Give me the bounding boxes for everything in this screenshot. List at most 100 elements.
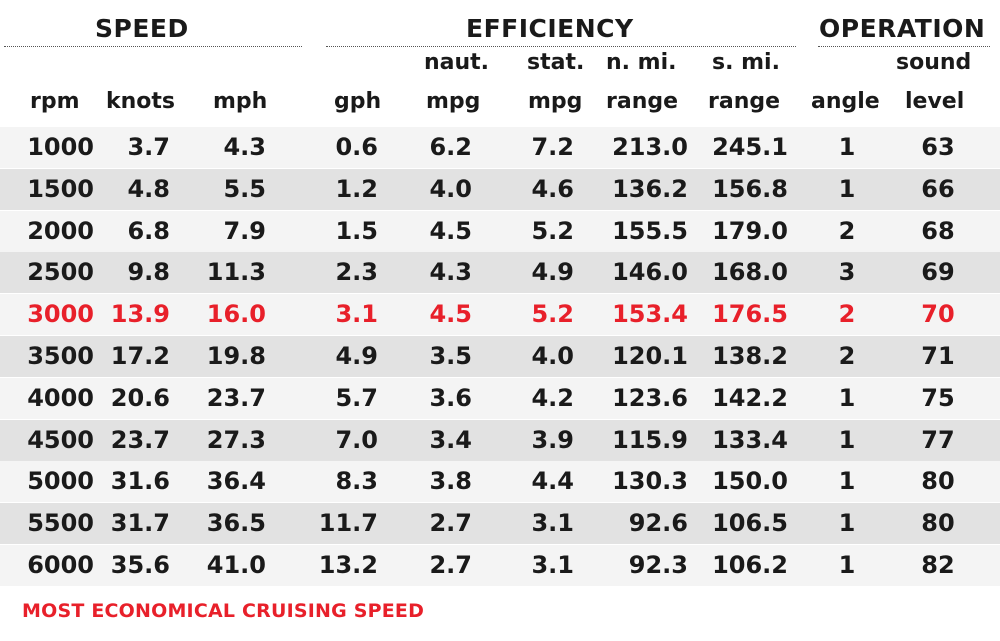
cell-naut-mpg: 4.5	[429, 300, 472, 329]
cell-sound: 66	[921, 174, 955, 203]
cell-mph: 16.0	[206, 300, 266, 329]
cell-mph: 23.7	[206, 383, 266, 412]
cell-nmi-range: 153.4	[612, 300, 688, 329]
cell-stat-mpg: 4.0	[531, 342, 574, 370]
cell-nmi-range: 146.0	[612, 258, 688, 287]
table-row: 2000 6.8 7.9 1.5 4.5 5.2 155.5 179.0 2 68	[0, 210, 1000, 252]
cell-rpm: 1500	[27, 174, 94, 203]
cell-angle: 1	[838, 509, 856, 538]
cell-angle: 2	[838, 342, 856, 370]
cell-mph: 36.4	[206, 467, 266, 496]
cell-nmi-range: 136.2	[612, 174, 688, 203]
cell-rpm: 6000	[27, 551, 94, 579]
cell-gph: 1.2	[335, 174, 378, 203]
cell-naut-mpg: 3.8	[429, 467, 472, 496]
table-row: 3000 13.9 16.0 3.1 4.5 5.2 153.4 176.5 2 70	[0, 294, 1000, 336]
cell-nmi-range: 120.1	[612, 342, 688, 370]
cell-naut-mpg: 6.2	[429, 133, 472, 161]
cell-knots: 17.2	[110, 342, 170, 370]
cell-rpm: 3000	[27, 300, 94, 329]
cell-rpm: 2500	[27, 258, 94, 287]
cell-naut-mpg: 3.5	[429, 342, 472, 370]
cell-angle: 1	[838, 551, 856, 579]
cell-sound: 75	[921, 383, 955, 412]
cell-naut-mpg: 4.3	[429, 258, 472, 287]
cell-angle: 1	[838, 467, 856, 496]
col-header-top-sound: sound	[896, 50, 972, 75]
col-header-sound-level: level	[905, 89, 965, 114]
cell-sound: 77	[921, 425, 955, 454]
cell-smi-range: 156.8	[712, 174, 788, 203]
table-row: 5500 31.7 36.5 11.7 2.7 3.1 92.6 106.5 1 80	[0, 503, 1000, 545]
cell-gph: 1.5	[335, 216, 378, 245]
cell-sound: 82	[921, 551, 955, 579]
cell-angle: 1	[838, 174, 856, 203]
cell-smi-range: 168.0	[712, 258, 788, 287]
cell-stat-mpg: 4.4	[531, 467, 574, 496]
cell-stat-mpg: 3.9	[531, 425, 574, 454]
cell-nmi-range: 92.3	[628, 551, 688, 579]
cell-knots: 31.6	[110, 467, 170, 496]
table-row: 5000 31.6 36.4 8.3 3.8 4.4 130.3 150.0 1 80	[0, 461, 1000, 503]
col-header-gph: gph	[334, 89, 382, 114]
cell-sound: 68	[921, 216, 955, 245]
cell-stat-mpg: 5.2	[531, 216, 574, 245]
col-header-rpm: rpm	[30, 89, 80, 114]
cell-knots: 9.8	[127, 258, 170, 287]
col-header-stat-mpg: mpg	[528, 89, 583, 114]
cell-angle: 2	[838, 300, 856, 329]
cell-naut-mpg: 4.5	[429, 216, 472, 245]
table-row: 1500 4.8 5.5 1.2 4.0 4.6 136.2 156.8 1 66	[0, 168, 1000, 210]
cell-angle: 2	[838, 216, 856, 245]
cell-gph: 3.1	[335, 300, 378, 329]
table-row: 4000 20.6 23.7 5.7 3.6 4.2 123.6 142.2 1 75	[0, 377, 1000, 419]
cell-sound: 70	[921, 300, 955, 329]
cell-angle: 1	[838, 425, 856, 454]
table-row: 2500 9.8 11.3 2.3 4.3 4.9 146.0 168.0 3 69	[0, 252, 1000, 294]
cell-mph: 7.9	[223, 216, 266, 245]
cell-smi-range: 245.1	[712, 133, 788, 161]
cell-nmi-range: 92.6	[628, 509, 688, 538]
cell-nmi-range: 213.0	[612, 133, 688, 161]
cell-smi-range: 179.0	[712, 216, 788, 245]
col-header-top-nmi: n. mi.	[606, 50, 677, 75]
col-header-mph: mph	[213, 89, 268, 114]
cell-gph: 13.2	[318, 551, 378, 579]
cell-gph: 4.9	[335, 342, 378, 370]
col-header-top-naut: naut.	[424, 50, 490, 75]
cell-rpm: 4000	[27, 383, 94, 412]
cell-mph: 11.3	[206, 258, 266, 287]
cell-stat-mpg: 3.1	[531, 551, 574, 579]
group-title-speed: SPEED	[95, 14, 189, 43]
cell-nmi-range: 115.9	[612, 425, 688, 454]
col-header-smi-range: range	[708, 89, 781, 114]
group-rule-speed	[4, 46, 302, 47]
cell-naut-mpg: 2.7	[429, 509, 472, 538]
cell-smi-range: 106.2	[712, 551, 788, 579]
cell-mph: 5.5	[223, 174, 266, 203]
cell-stat-mpg: 4.9	[531, 258, 574, 287]
cell-knots: 3.7	[127, 133, 170, 161]
cell-smi-range: 142.2	[712, 383, 788, 412]
col-header-top-smi: s. mi.	[712, 50, 780, 75]
cell-nmi-range: 155.5	[612, 216, 688, 245]
col-header-angle: angle	[811, 89, 880, 114]
cell-knots: 31.7	[110, 509, 170, 538]
cell-naut-mpg: 3.4	[429, 425, 472, 454]
cell-naut-mpg: 3.6	[429, 383, 472, 412]
cell-rpm: 5000	[27, 467, 94, 496]
cell-sound: 69	[921, 258, 955, 287]
cell-knots: 6.8	[127, 216, 170, 245]
table-row: 1000 3.7 4.3 0.6 6.2 7.2 213.0 245.1 1 63	[0, 127, 1000, 168]
cell-gph: 7.0	[335, 425, 378, 454]
cell-gph: 8.3	[335, 467, 378, 496]
cell-mph: 36.5	[206, 509, 266, 538]
cell-knots: 4.8	[127, 174, 170, 203]
cell-sound: 80	[921, 467, 955, 496]
cell-rpm: 5500	[27, 509, 94, 538]
cell-sound: 80	[921, 509, 955, 538]
cell-rpm: 3500	[27, 342, 94, 370]
cell-sound: 63	[921, 133, 955, 161]
cell-gph: 5.7	[335, 383, 378, 412]
col-header-knots: knots	[106, 89, 176, 114]
